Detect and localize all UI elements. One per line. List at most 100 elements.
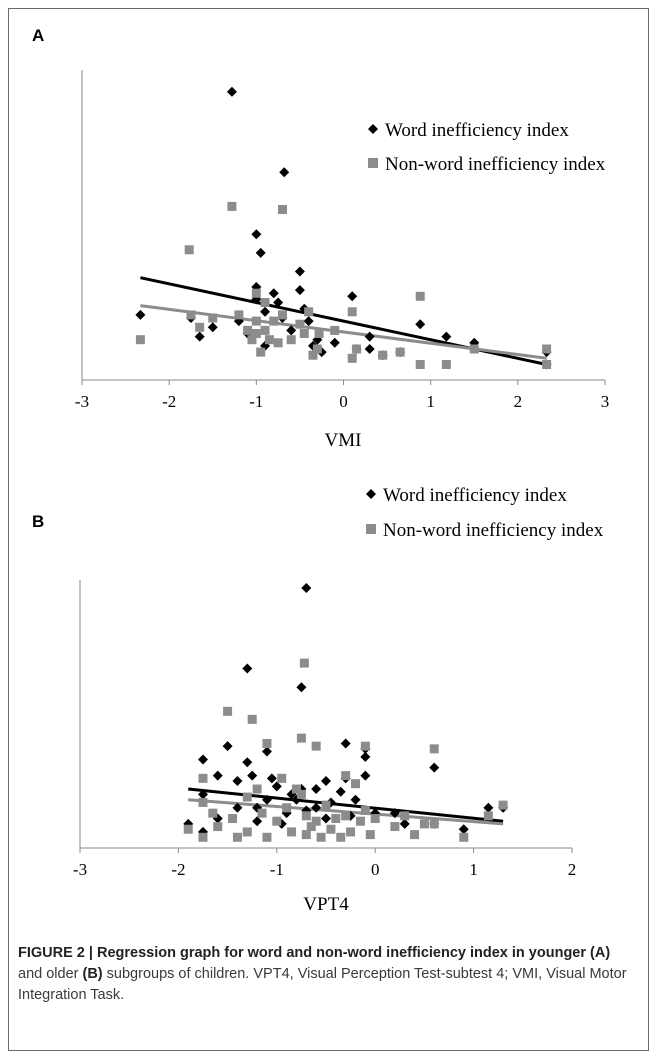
nonword-data-point: [347, 307, 357, 317]
nonword-data-point: [483, 811, 493, 821]
word-data-point: [483, 802, 494, 813]
nonword-data-point: [314, 329, 324, 338]
nonword-data-point: [195, 322, 205, 332]
nonword-data-point: [365, 830, 375, 840]
nonword-data-point: [360, 741, 370, 751]
caption-text-3: VPT4, Visual Perception Test-subtest 4; …: [18, 966, 627, 1003]
word-data-point: [212, 770, 223, 781]
nonword-data-point: [311, 741, 321, 751]
points-b: [183, 583, 509, 842]
nonword-data-point: [395, 347, 405, 357]
word-data-point: [294, 285, 305, 296]
nonword-data-point: [336, 832, 346, 842]
nonword-data-point: [242, 792, 252, 802]
nonword-data-point: [262, 738, 272, 748]
nonword-data-point: [208, 313, 218, 323]
nonword-data-point: [227, 201, 237, 211]
word-data-point: [252, 816, 263, 827]
nonword-data-point: [243, 325, 253, 335]
nonword-data-point: [341, 771, 351, 781]
nonword-data-point: [469, 344, 479, 354]
nonword-data-point: [304, 307, 314, 317]
nonword-regression-line: [140, 304, 547, 360]
word-data-point: [321, 776, 331, 786]
nonword-data-point: [542, 360, 552, 369]
word-data-point: [261, 794, 272, 805]
word-data-point: [255, 247, 266, 258]
legend-square-icon: [368, 158, 378, 168]
word-data-point: [247, 770, 258, 781]
nonword-data-point: [498, 800, 508, 810]
figure-frame: [8, 8, 649, 1051]
nonword-data-point: [299, 329, 309, 338]
nonword-data-point: [251, 329, 261, 338]
word-data-point: [399, 818, 410, 829]
word-data-point: [198, 789, 208, 800]
nonword-data-point: [308, 350, 318, 360]
word-data-point: [340, 738, 351, 749]
nonword-data-point: [183, 824, 193, 834]
legend-word-b: Word inefficiency index: [383, 485, 567, 506]
legend-b: Word inefficiency index Non-word ineffic…: [366, 485, 604, 541]
word-data-point: [266, 773, 277, 784]
legend-nonword-a: Non-word inefficiency index: [385, 154, 606, 175]
nonword-data-point: [347, 353, 357, 363]
nonword-data-point: [441, 360, 451, 369]
nonword-data-point: [135, 335, 145, 345]
nonword-data-point: [287, 827, 297, 837]
word-data-point: [251, 229, 262, 240]
nonword-data-point: [223, 706, 233, 716]
nonword-data-point: [286, 335, 296, 345]
nonword-data-point: [306, 822, 316, 832]
word-data-point: [301, 583, 312, 594]
word-data-point: [268, 288, 279, 299]
nonword-data-point: [360, 805, 370, 815]
nonword-data-point: [330, 325, 340, 335]
nonword-data-point: [282, 803, 292, 813]
nonword-data-point: [295, 319, 305, 329]
nonword-data-point: [251, 316, 261, 326]
word-data-point: [429, 762, 440, 773]
caption-title-3: (B): [82, 966, 103, 982]
chart-b: -3 -2 -1 0 1 2 VPT4 Word inefficiency index N…: [73, 485, 604, 915]
panel-letter-b: B: [32, 512, 45, 531]
nonword-data-point: [277, 773, 287, 783]
word-data-point: [458, 824, 469, 835]
nonword-data-point: [272, 816, 282, 826]
nonword-data-point: [316, 832, 326, 842]
nonword-data-point: [291, 784, 301, 794]
nonword-data-point: [232, 832, 242, 842]
legend-diamond-icon: [366, 489, 376, 499]
nonword-data-point: [326, 824, 336, 834]
nonword-data-point: [390, 822, 400, 832]
nonword-data-point: [429, 744, 439, 754]
word-data-point: [296, 682, 307, 693]
nonword-data-point: [213, 822, 223, 832]
x-tick-label: -2: [162, 392, 176, 411]
legend-nonword-b: Non-word inefficiency index: [383, 520, 604, 541]
nonword-data-point: [198, 797, 208, 807]
nonword-data-point: [198, 832, 208, 842]
x-tick-label: -2: [171, 860, 185, 879]
nonword-data-point: [208, 808, 218, 818]
word-data-point: [364, 344, 375, 354]
x-ticks-a: -3 -2 -1 0 1 2 3: [75, 380, 609, 411]
word-data-point: [311, 784, 322, 795]
word-data-point: [364, 331, 375, 342]
chart-a: -3 -2 -1 0 1 2 3 VMI Word inefficiency index N…: [75, 70, 609, 451]
nonword-data-point: [355, 816, 365, 826]
nonword-data-point: [341, 811, 351, 821]
word-data-point: [347, 291, 358, 302]
word-data-point: [311, 802, 322, 813]
nonword-data-point: [247, 335, 257, 345]
nonword-data-point: [415, 291, 425, 301]
x-tick-label: 2: [514, 392, 523, 411]
x-tick-label: -3: [75, 392, 89, 411]
word-data-point: [335, 786, 346, 797]
points-a: [135, 86, 552, 370]
x-tick-label: -3: [73, 860, 87, 879]
word-data-point: [194, 331, 205, 342]
nonword-data-point: [264, 335, 274, 345]
legend-word-a: Word inefficiency index: [385, 120, 569, 141]
x-tick-label: 0: [339, 392, 348, 411]
